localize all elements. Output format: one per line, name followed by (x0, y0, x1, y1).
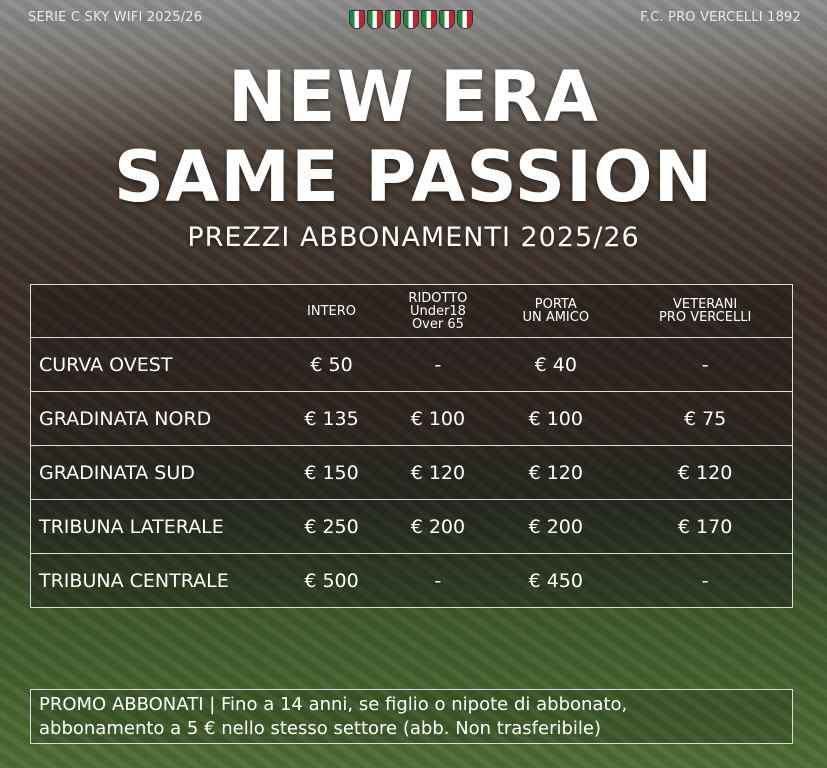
price-cell: € 40 (493, 337, 619, 392)
sector-name: TRIBUNA CENTRALE (30, 553, 281, 608)
table-header: INTERO RIDOTTO Under18 Over 65 PORTA UN AMI… (30, 284, 794, 338)
subtitle: PREZZI ABBONAMENTI 2025/26 (187, 222, 640, 253)
price-table: INTERO RIDOTTO Under18 Over 65 PORTA UN AMI… (30, 284, 794, 608)
sector-name: CURVA OVEST (30, 337, 281, 392)
price-cell: - (382, 337, 494, 392)
table-row: CURVA OVEST € 50- € 40- (30, 337, 794, 392)
sector-name: GRADINATA NORD (30, 391, 281, 446)
column-header-porta-amico: PORTA UN AMICO (493, 284, 619, 338)
promo-line2: abbonamento a 5 € nello stesso settore (… (39, 718, 601, 739)
scudetto-icon (457, 10, 473, 29)
promo-box: PROMO ABBONATI | Fino a 14 anni, se figl… (30, 689, 793, 744)
price-cell: € 100 (493, 391, 619, 446)
column-header (30, 284, 281, 338)
price-cell: € 500 (280, 553, 383, 608)
scudetto-icon (439, 10, 455, 29)
price-cell: € 100 (382, 391, 494, 446)
price-cell: - (618, 337, 794, 392)
price-cell: € 75 (618, 391, 794, 446)
promo-line1: PROMO ABBONATI | Fino a 14 anni, se figl… (39, 694, 628, 715)
column-header-ridotto: RIDOTTO Under18 Over 65 (382, 284, 494, 338)
column-header-veterani: VETERANI PRO VERCELLI (618, 284, 794, 338)
price-cell: € 250 (280, 499, 383, 554)
sector-name: GRADINATA SUD (30, 445, 281, 500)
headline-line2: SAME PASSION (113, 136, 714, 218)
table-row: TRIBUNA LATERALE € 250 € 200 € 200 € 170 (30, 499, 794, 554)
table-row: GRADINATA NORD € 135 € 100 € 100 € 75 (30, 391, 794, 446)
price-cell: € 170 (618, 499, 794, 554)
price-cell: € 120 (493, 445, 619, 500)
price-cell: € 150 (280, 445, 383, 500)
price-cell: - (618, 553, 794, 608)
price-cell: € 200 (493, 499, 619, 554)
price-cell: - (382, 553, 494, 608)
scudetto-icon (367, 10, 383, 29)
price-cell: € 135 (280, 391, 383, 446)
scudetto-icon (385, 10, 401, 29)
price-cell: € 120 (382, 445, 494, 500)
scudetto-icon (349, 10, 365, 29)
sector-name: TRIBUNA LATERALE (30, 499, 281, 554)
table-row: GRADINATA SUD € 150 € 120 € 120 € 120 (30, 445, 794, 500)
price-cell: € 120 (618, 445, 794, 500)
scudetto-icon (421, 10, 437, 29)
table-row: TRIBUNA CENTRALE € 500- € 450- (30, 553, 794, 608)
scudetto-icon (403, 10, 419, 29)
price-cell: € 200 (382, 499, 494, 554)
column-header-intero: INTERO (280, 284, 383, 338)
headline-line1: NEW ERA (228, 56, 599, 138)
league-label: SERIE C SKY WIFI 2025/26 (28, 10, 203, 25)
price-cell: € 450 (493, 553, 619, 608)
scudetto-shields (349, 10, 473, 29)
price-cell: € 50 (280, 337, 383, 392)
club-label: F.C. PRO VERCELLI 1892 (640, 10, 801, 25)
